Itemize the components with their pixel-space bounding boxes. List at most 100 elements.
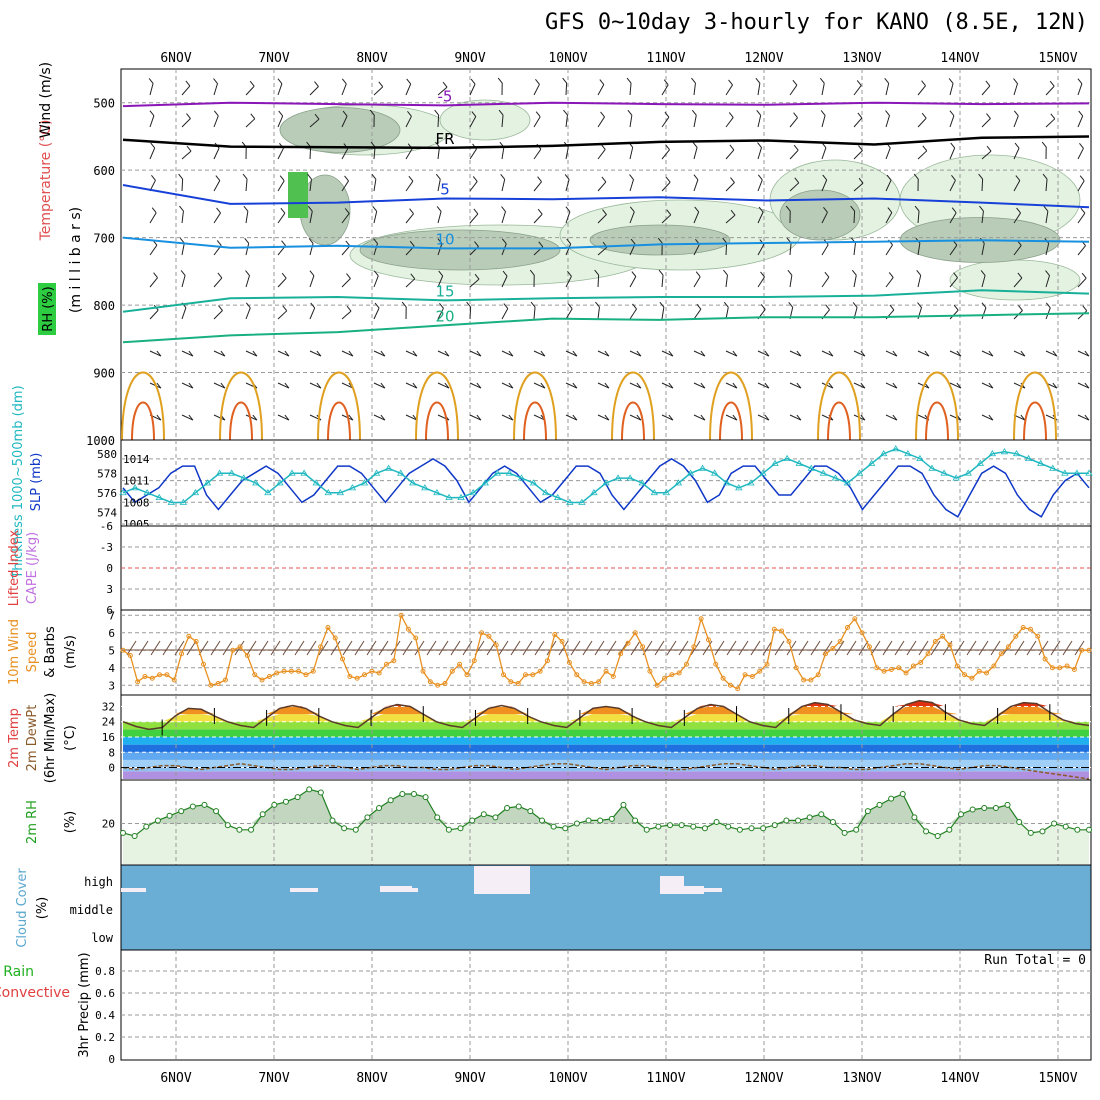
pressure-tick-label: 500 xyxy=(93,97,115,111)
rh-marker xyxy=(189,803,196,810)
surface-wind-barb xyxy=(126,640,137,656)
wind-barb xyxy=(341,115,348,128)
thickness-marker xyxy=(626,474,634,481)
wind-barb-flag xyxy=(408,175,414,182)
wind-barb-flag xyxy=(764,414,770,421)
wind-barb xyxy=(373,307,380,320)
temperature-tick-label: 0 xyxy=(108,762,115,775)
surface-wind-barb xyxy=(378,640,389,656)
wind-barb xyxy=(597,414,610,421)
thickness-marker xyxy=(759,469,767,476)
wind-barb-flag xyxy=(1013,110,1019,117)
thickness-marker xyxy=(855,469,864,476)
wind-barb xyxy=(213,350,226,357)
wind-barb-flag xyxy=(728,79,733,86)
wind-speed-marker xyxy=(405,626,411,632)
cloud-patch xyxy=(684,886,704,894)
wind-speed-marker xyxy=(793,665,799,671)
wind-barb xyxy=(597,274,600,288)
surface-wind-barb xyxy=(1014,640,1025,656)
wind-barb-flag xyxy=(348,414,354,421)
wind-barb-flag xyxy=(341,78,347,85)
surface-wind-barb xyxy=(582,640,593,656)
wind-barb-flag xyxy=(314,113,320,120)
wind-barb-flag xyxy=(178,173,184,180)
wind-barb-flag xyxy=(307,173,312,180)
wind-speed-marker xyxy=(237,644,243,650)
wind-barb xyxy=(181,211,184,224)
wind-barb-flag xyxy=(188,350,194,357)
wind-barb xyxy=(149,212,157,224)
wind-barb-flag xyxy=(729,144,735,151)
wind-barb xyxy=(213,147,220,160)
wind-barb xyxy=(1013,115,1019,128)
wind-barb-flag xyxy=(412,382,418,389)
rh-marker xyxy=(667,822,674,829)
wind-barb xyxy=(181,118,191,128)
surface-wind-barb xyxy=(294,640,305,656)
surface-wind-barb xyxy=(282,640,293,656)
wind-speed-marker xyxy=(625,640,631,646)
wind-barb-flag xyxy=(444,350,450,357)
wind-speed-marker xyxy=(288,668,294,674)
wind-barb xyxy=(949,147,956,160)
wind-barb xyxy=(661,350,674,357)
wind-barb xyxy=(469,350,482,357)
wind-barb xyxy=(373,86,384,96)
wind-barb xyxy=(629,414,642,421)
panel-rh-grid xyxy=(121,780,1091,865)
wind-barb-flag xyxy=(823,206,828,213)
wind-barb xyxy=(725,414,738,421)
wind-barb xyxy=(693,350,706,357)
top-date-label: 13NOV xyxy=(842,51,881,66)
wind-tick-label: 3 xyxy=(108,679,115,692)
wind-barb xyxy=(405,213,414,224)
surface-wind-barb xyxy=(570,640,581,656)
cloud-level-labels: high middle low xyxy=(70,875,114,945)
wind-speed-marker xyxy=(588,681,594,686)
wind-speed-marker xyxy=(149,675,155,681)
wind-barb xyxy=(629,147,634,160)
wind-barb-flag xyxy=(595,301,600,308)
wind-barb xyxy=(661,116,670,128)
thickness-marker xyxy=(276,479,284,486)
wind-speed-marker xyxy=(801,677,807,683)
wind-barb xyxy=(789,414,802,421)
wind-speed-marker xyxy=(684,661,689,667)
wind-barb-flag xyxy=(537,208,543,215)
wind-barb-flag xyxy=(442,81,448,88)
warm-loop xyxy=(317,371,361,441)
wind-speed-marker xyxy=(691,644,697,650)
wind-barb-flag xyxy=(953,304,959,311)
wind-barb xyxy=(629,350,642,357)
wind-barb-flag xyxy=(401,301,407,308)
wind-barb xyxy=(181,307,187,320)
wind-barb xyxy=(629,382,642,389)
wind-speed-marker xyxy=(179,651,185,657)
wind-barb xyxy=(789,117,798,128)
wind-barb-flag xyxy=(792,79,798,86)
rh-marker xyxy=(864,808,871,815)
wind-tick-label: 7 xyxy=(108,609,115,622)
thickness-marker xyxy=(1000,448,1009,455)
wind-barb-flag xyxy=(636,414,642,421)
rh-marker xyxy=(806,814,813,821)
wind-barb-flag xyxy=(538,241,544,248)
wind-barb-flag xyxy=(599,79,605,85)
wind-barb-flag xyxy=(1052,350,1058,357)
wind-barb-flag xyxy=(604,350,610,357)
wind-speed-marker xyxy=(1057,665,1063,671)
wind-barb-flag xyxy=(530,301,536,308)
wind-barb xyxy=(533,84,540,96)
wind-barb-flag xyxy=(244,237,250,244)
thickness-marker xyxy=(674,479,683,486)
wind-label: Wind (m/s) xyxy=(38,62,54,138)
wind-barb xyxy=(469,116,477,128)
wind-barb xyxy=(725,242,728,256)
wind-barb-flag xyxy=(409,208,414,214)
thickness-marker xyxy=(723,479,731,486)
rh-marker xyxy=(888,795,895,802)
hot-loop xyxy=(131,401,155,441)
wind-speed-marker xyxy=(244,653,250,658)
